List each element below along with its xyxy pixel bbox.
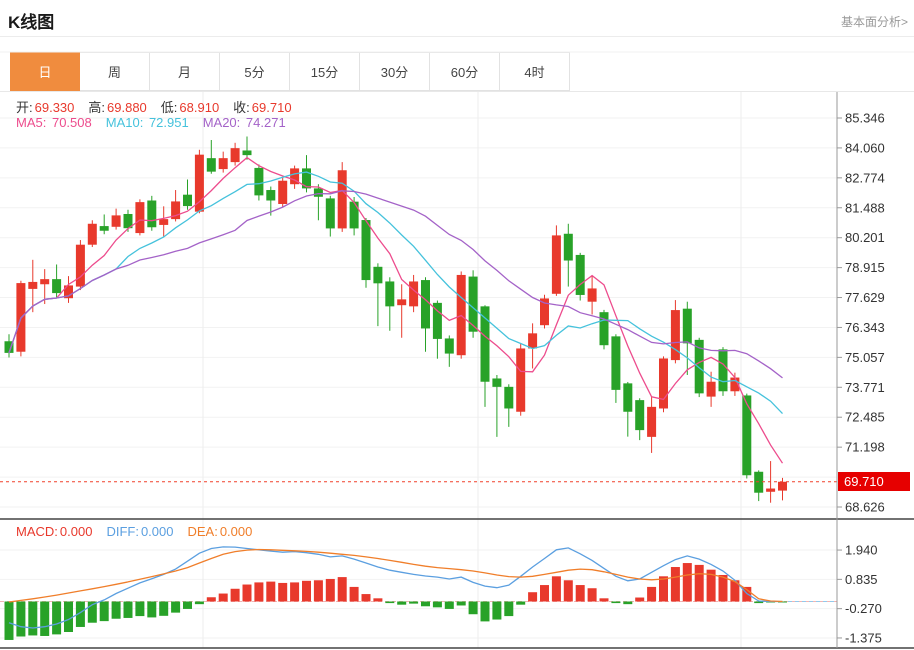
diff-line	[8, 546, 783, 629]
ma10-value: 72.951	[148, 115, 189, 130]
macd-value: 0.000	[59, 524, 93, 539]
ma5-line	[8, 156, 784, 464]
open-value: 69.330	[34, 100, 75, 115]
diff-value: 0.000	[140, 524, 174, 539]
tab-2[interactable]: 月	[150, 52, 220, 91]
price-axis-label: 68.626	[845, 499, 885, 514]
ma20-value: 74.271	[245, 115, 286, 130]
tab-4[interactable]: 15分	[290, 52, 360, 91]
macd-axis-label: -1.375	[845, 630, 882, 645]
price-axis-label: 80.201	[845, 230, 885, 245]
page-title: K线图	[8, 13, 55, 32]
fundamental-analysis-link[interactable]: 基本面分析>	[840, 15, 908, 29]
dea-label: DEA:	[187, 524, 218, 539]
price-axis-label: 81.488	[845, 200, 885, 215]
ma10-label: MA10:	[105, 115, 144, 130]
current-price-badge: 69.710	[838, 472, 910, 491]
ma-row: MA5: 70.508 MA10: 72.951 MA20: 74.271	[16, 115, 300, 130]
tab-1[interactable]: 周	[80, 52, 150, 91]
macd-row: MACD: 0.000 DIFF: 0.000 DEA: 0.000	[16, 524, 266, 539]
ma20-label: MA20:	[202, 115, 241, 130]
price-axis-label: 77.629	[845, 290, 885, 305]
open-label: 开:	[16, 100, 33, 115]
macd-axis-label: -0.270	[845, 601, 882, 616]
dea-line	[8, 548, 783, 603]
price-axis-label: 84.060	[845, 140, 885, 155]
price-axis-label: 75.057	[845, 350, 885, 365]
close-label: 收:	[233, 100, 250, 115]
price-axis-label: 73.771	[845, 380, 885, 395]
ma20-line	[8, 190, 783, 379]
ma10-line	[8, 171, 783, 415]
axis-labels-layer: 85.346 84.060 82.774 81.488 80.201 78.915 77.6…	[837, 111, 885, 645]
tab-5[interactable]: 30分	[360, 52, 430, 91]
macd-histogram-layer	[4, 563, 787, 640]
price-axis-label: 72.485	[845, 410, 885, 425]
ma5-label: MA5:	[16, 115, 47, 130]
page-header: K线图 基本面分析>	[0, 0, 914, 37]
candles-layer	[4, 136, 787, 503]
price-axis-label: 82.774	[845, 170, 885, 185]
tab-7[interactable]: 4时	[500, 52, 570, 91]
price-axis-label: 71.198	[845, 440, 885, 455]
macd-axis-label: 0.835	[845, 572, 878, 587]
low-value: 68.910	[179, 100, 220, 115]
tab-0[interactable]: 日	[10, 52, 80, 91]
price-axis-label: 76.343	[845, 320, 885, 335]
price-axis-label: 85.346	[845, 111, 885, 126]
tab-6[interactable]: 60分	[430, 52, 500, 91]
ma5-value: 70.508	[51, 115, 92, 130]
ohlc-row: 开: 69.330 高: 69.880 低: 68.910 收: 69.710	[16, 97, 306, 116]
macd-axis-label: 1.940	[845, 543, 878, 558]
high-value: 69.880	[107, 100, 147, 115]
close-value: 69.710	[251, 100, 292, 115]
price-axis-label: 78.915	[845, 260, 885, 275]
low-label: 低:	[160, 100, 178, 115]
high-label: 高:	[88, 100, 106, 115]
diff-label: DIFF:	[106, 524, 139, 539]
macd-label: MACD:	[16, 524, 58, 539]
dea-value: 0.000	[219, 524, 253, 539]
